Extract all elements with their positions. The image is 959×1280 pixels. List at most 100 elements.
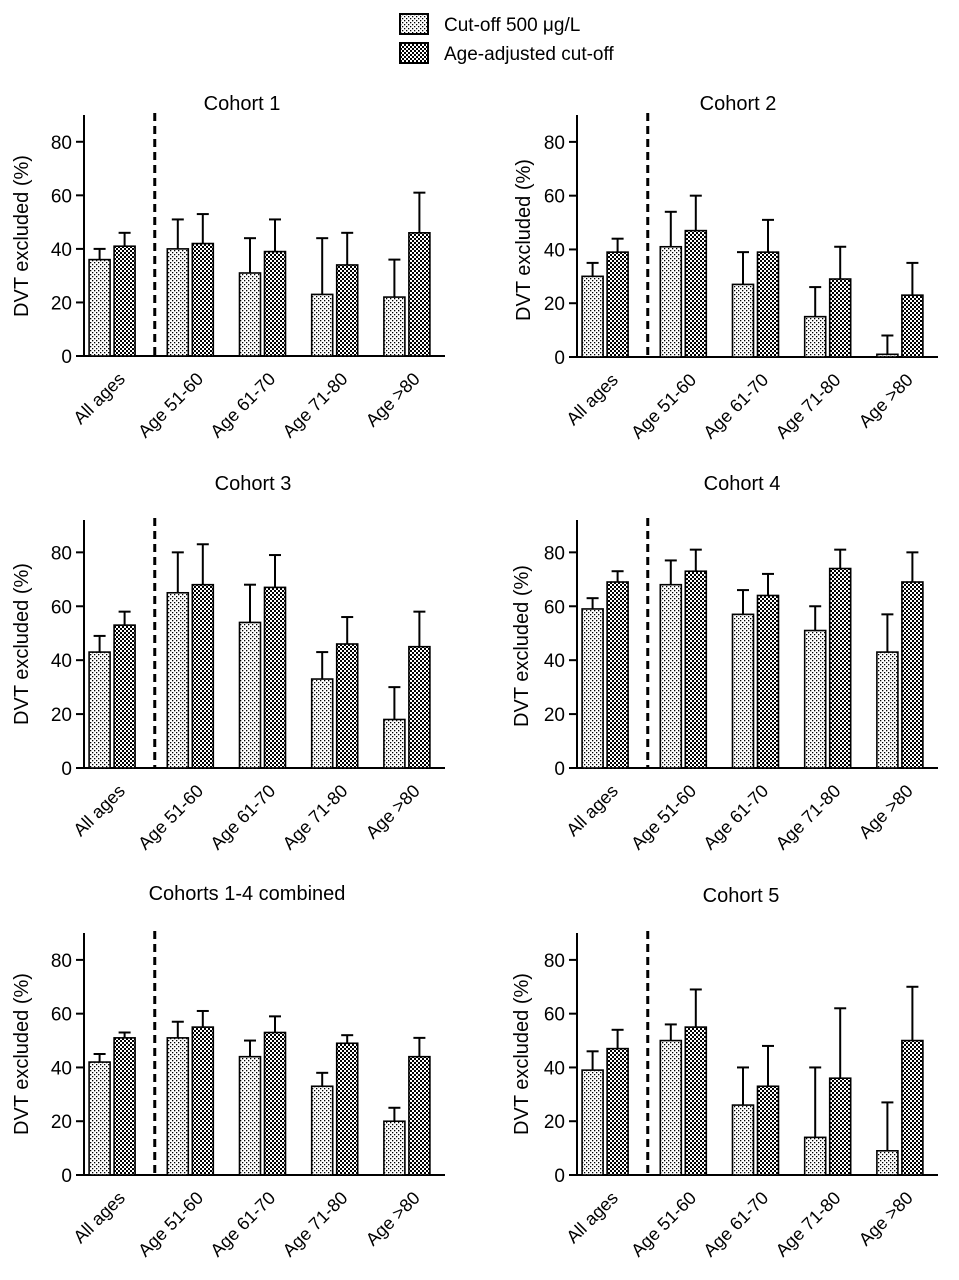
x-tick-label-age-51-60: Age 51-60 — [627, 370, 700, 443]
bar-cut-off-500-g-l-all-ages — [581, 1069, 604, 1176]
chart-title: Cohort 3 — [215, 473, 292, 495]
bar-age-adjusted-cut-off-age-80 — [901, 1039, 924, 1176]
bar-age-adjusted-cut-off-age-80 — [901, 581, 924, 769]
x-tick-label-all-ages: All ages — [562, 781, 621, 840]
x-tick-label-age-71-80: Age 71-80 — [772, 1188, 845, 1261]
legend-label-cutoff-500: Cut-off 500 μg/L — [444, 15, 580, 36]
bar-cut-off-500-g-l-age-71-80 — [310, 1085, 334, 1176]
x-tick-label-all-ages: All ages — [562, 370, 621, 429]
x-tick-label-age-80: Age >80 — [362, 369, 424, 431]
y-tick-label: 80 — [544, 543, 565, 564]
legend: Cut-off 500 μg/L Age-adjusted cut-off — [399, 13, 614, 65]
y-tick-label: 0 — [61, 347, 72, 368]
x-tick-label-age-51-60: Age 51-60 — [134, 369, 207, 442]
bar-cut-off-500-g-l-age-80 — [383, 1120, 406, 1176]
y-tick-label: 60 — [544, 187, 565, 208]
chart-panel-5: Cohorts 1-4 combined DVT excluded (%) 0 20 4… — [11, 883, 445, 1261]
bar-age-adjusted-cut-off-age-61-70 — [263, 586, 287, 769]
bar-age-adjusted-cut-off-age-51-60 — [191, 583, 215, 769]
x-tick-label-age-61-70: Age 61-70 — [206, 369, 279, 442]
bar-cut-off-500-g-l-age-71-80 — [803, 629, 827, 769]
legend-item-cutoff-500: Cut-off 500 μg/L — [399, 13, 580, 36]
legend-swatch-checker — [399, 42, 429, 64]
bar-age-adjusted-cut-off-all-ages — [113, 624, 136, 769]
x-tick-label-age-51-60: Age 51-60 — [134, 781, 207, 854]
bar-cut-off-500-g-l-age-71-80 — [310, 678, 334, 769]
bar-cut-off-500-g-l-age-51-60 — [659, 1039, 683, 1176]
y-tick-label: 0 — [554, 759, 565, 780]
y-tick-label: 60 — [51, 597, 72, 618]
y-tick-label: 40 — [51, 240, 72, 261]
y-tick-label: 0 — [554, 348, 565, 369]
bar-cut-off-500-g-l-age-51-60 — [659, 245, 683, 358]
bar-cut-off-500-g-l-all-ages — [581, 275, 604, 358]
x-tick-label-age-61-70: Age 61-70 — [699, 370, 772, 443]
chart-title: Cohort 4 — [704, 473, 781, 495]
bar-cut-off-500-g-l-age-61-70 — [731, 613, 755, 769]
x-tick-label-age-61-70: Age 61-70 — [206, 1188, 279, 1261]
bar-age-adjusted-cut-off-age-61-70 — [756, 594, 780, 769]
bar-age-adjusted-cut-off-age-80 — [408, 645, 431, 769]
bar-age-adjusted-cut-off-all-ages — [606, 1047, 629, 1176]
chart-panel-6: Cohort 5 DVT excluded (%) 0 20 40 60 80 All age… — [511, 885, 938, 1261]
x-tick-label-age-61-70: Age 61-70 — [699, 781, 772, 854]
x-tick-label-age-80: Age >80 — [855, 1188, 917, 1250]
bar-cut-off-500-g-l-age-61-70 — [731, 1104, 755, 1176]
bar-cut-off-500-g-l-age-51-60 — [166, 1037, 190, 1176]
bar-age-adjusted-cut-off-age-71-80 — [335, 264, 359, 357]
y-axis-label: DVT excluded (%) — [11, 973, 33, 1135]
bar-age-adjusted-cut-off-age-71-80 — [335, 1042, 359, 1176]
bar-age-adjusted-cut-off-age-61-70 — [756, 251, 780, 358]
x-tick-label-age-80: Age >80 — [362, 1188, 424, 1250]
bar-age-adjusted-cut-off-age-80 — [408, 1055, 431, 1176]
y-axis-label: DVT excluded (%) — [11, 563, 33, 725]
bar-age-adjusted-cut-off-age-51-60 — [191, 1026, 215, 1176]
bar-age-adjusted-cut-off-all-ages — [113, 245, 136, 357]
y-tick-label: 80 — [51, 133, 72, 154]
x-tick-label-age-61-70: Age 61-70 — [206, 781, 279, 854]
x-tick-label-all-ages: All ages — [69, 1188, 128, 1247]
y-tick-label: 60 — [544, 597, 565, 618]
bar-age-adjusted-cut-off-age-61-70 — [263, 250, 287, 357]
y-tick-label: 40 — [544, 1058, 565, 1079]
bar-age-adjusted-cut-off-age-71-80 — [335, 643, 359, 769]
chart-panel-1: Cohort 1 DVT excluded (%) 0 20 40 60 80 All age… — [11, 93, 445, 442]
bar-age-adjusted-cut-off-age-61-70 — [756, 1085, 780, 1176]
chart-panel-4: Cohort 4 DVT excluded (%) 0 20 40 60 80 All age… — [511, 473, 938, 854]
y-axis-label: DVT excluded (%) — [11, 155, 33, 317]
x-tick-label-age-71-80: Age 71-80 — [279, 1188, 352, 1261]
y-tick-label: 40 — [544, 240, 565, 261]
y-tick-label: 80 — [544, 133, 565, 154]
bar-cut-off-500-g-l-all-ages — [581, 608, 604, 769]
y-tick-label: 20 — [51, 1112, 72, 1133]
bar-age-adjusted-cut-off-age-51-60 — [684, 570, 708, 769]
bar-cut-off-500-g-l-age-80 — [383, 296, 406, 357]
chart-title: Cohort 1 — [204, 93, 281, 115]
chart-title: Cohort 2 — [700, 93, 777, 115]
legend-item-age-adjusted: Age-adjusted cut-off — [399, 42, 614, 65]
chart-title: Cohorts 1-4 combined — [149, 883, 346, 905]
bar-cut-off-500-g-l-age-71-80 — [803, 315, 827, 358]
x-tick-label-age-71-80: Age 71-80 — [772, 370, 845, 443]
bar-age-adjusted-cut-off-age-61-70 — [263, 1031, 287, 1176]
x-tick-label-age-71-80: Age 71-80 — [279, 369, 352, 442]
bar-age-adjusted-cut-off-age-51-60 — [684, 229, 708, 358]
bar-age-adjusted-cut-off-age-80 — [901, 294, 924, 358]
y-tick-label: 0 — [61, 759, 72, 780]
bar-age-adjusted-cut-off-age-51-60 — [191, 242, 215, 357]
bar-cut-off-500-g-l-age-51-60 — [659, 583, 683, 769]
x-tick-label-age-71-80: Age 71-80 — [772, 781, 845, 854]
bar-age-adjusted-cut-off-age-71-80 — [828, 1077, 852, 1176]
bar-age-adjusted-cut-off-age-80 — [408, 232, 431, 357]
chart-panel-2: Cohort 2 DVT excluded (%) 0 20 40 60 80 All age… — [513, 93, 938, 443]
bar-cut-off-500-g-l-age-80 — [876, 353, 899, 358]
y-axis-label: DVT excluded (%) — [511, 565, 533, 727]
x-tick-label-all-ages: All ages — [69, 781, 128, 840]
y-tick-label: 0 — [554, 1166, 565, 1187]
bar-cut-off-500-g-l-age-80 — [876, 1150, 899, 1176]
x-tick-label-age-80: Age >80 — [855, 781, 917, 843]
chart-title: Cohort 5 — [703, 885, 780, 907]
bar-cut-off-500-g-l-age-61-70 — [731, 283, 755, 358]
bar-cut-off-500-g-l-age-51-60 — [166, 591, 190, 769]
bar-age-adjusted-cut-off-all-ages — [606, 581, 629, 769]
